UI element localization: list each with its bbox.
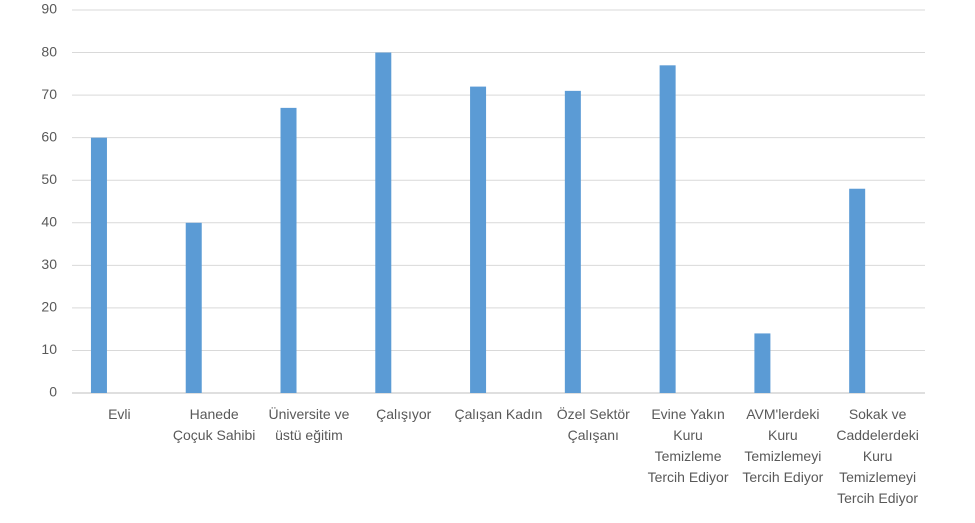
y-tick-label: 70 bbox=[41, 86, 57, 102]
bar bbox=[280, 107, 297, 393]
bar bbox=[564, 90, 581, 393]
y-tick-label: 20 bbox=[41, 299, 57, 315]
y-tick-label: 40 bbox=[41, 213, 57, 229]
y-tick-label: 60 bbox=[41, 128, 57, 144]
bar bbox=[470, 86, 487, 393]
x-tick-label: Hanede Çoçuk Sahibi bbox=[172, 406, 256, 443]
x-tick-label: Çalışan Kadın bbox=[454, 406, 543, 422]
x-tick-label: Evli bbox=[108, 406, 131, 422]
bar bbox=[185, 222, 202, 393]
bar bbox=[754, 333, 771, 393]
bar bbox=[90, 137, 107, 393]
x-tick-label: Sokak ve Caddelerdeki Kuru Temizlemeyi T… bbox=[836, 406, 919, 506]
x-tick-label: AVM'lerdeki Kuru Temizlemeyi Tercih Ediy… bbox=[742, 406, 824, 485]
x-tick-label: Üniversite ve üstü eğitim bbox=[268, 406, 350, 443]
y-tick-label: 80 bbox=[41, 43, 57, 59]
x-tick-label: Özel Sektör Çalışanı bbox=[556, 406, 630, 443]
x-tick-label: Çalışıyor bbox=[376, 406, 432, 422]
bar bbox=[849, 188, 866, 393]
bar bbox=[659, 65, 676, 394]
y-tick-label: 30 bbox=[41, 256, 57, 272]
y-tick-label: 50 bbox=[41, 171, 57, 187]
y-tick-label: 10 bbox=[41, 341, 57, 357]
y-tick-label: 0 bbox=[49, 384, 57, 400]
bar bbox=[375, 52, 392, 394]
x-tick-label: Evine Yakın Kuru Temizleme Tercih Ediyor bbox=[647, 406, 729, 485]
y-tick-label: 90 bbox=[41, 1, 57, 17]
